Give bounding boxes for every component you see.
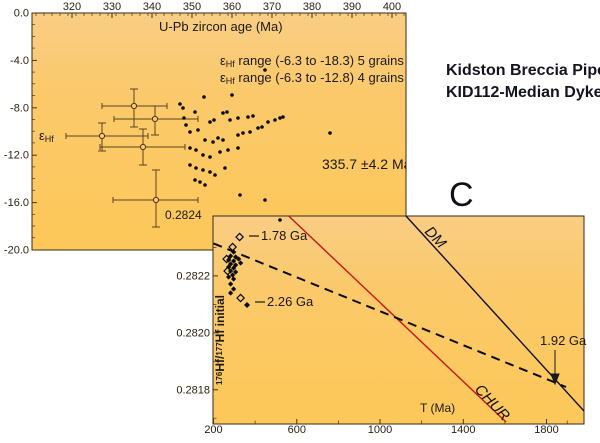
svg-text:400: 400 [383,1,401,13]
svg-text:370: 370 [263,1,281,13]
svg-text:KID112-Median Dyke: KID112-Median Dyke [446,84,600,101]
svg-text:0.2822: 0.2822 [176,270,210,282]
svg-text:350: 350 [183,1,201,13]
svg-text:1400: 1400 [451,424,475,436]
svg-text:1.92 Ga: 1.92 Ga [540,333,587,348]
svg-text:εHf range (-6.3 to -12.8) 4 gr: εHf range (-6.3 to -12.8) 4 grains [220,70,404,86]
svg-text:1800: 1800 [534,424,558,436]
svg-text:335.7 ±4.2 Ma: 335.7 ±4.2 Ma [322,156,412,172]
svg-text:εHf range (-6.3 to -18.3) 5 gr: εHf range (-6.3 to -18.3) 5 grains [220,53,404,69]
svg-text:0.2820: 0.2820 [176,327,210,339]
svg-text:176Hf/177Hf initial: 176Hf/177Hf initial [213,295,227,385]
svg-text:380: 380 [303,1,321,13]
svg-text:340: 340 [143,1,161,13]
svg-text:Kidston Breccia Pipe: Kidston Breccia Pipe [446,62,600,79]
svg-text:1.78 Ga: 1.78 Ga [261,228,308,243]
svg-text:-20.0: -20.0 [4,245,29,257]
svg-text:0.2818: 0.2818 [176,384,210,396]
svg-text:-8.0: -8.0 [10,102,29,114]
svg-text:200: 200 [204,424,222,436]
svg-text:-12.0: -12.0 [4,150,29,162]
svg-text:390: 390 [343,1,361,13]
svg-text:0.2824: 0.2824 [165,208,202,222]
svg-text:T (Ma): T (Ma) [420,401,455,415]
svg-text:0.0: 0.0 [14,8,29,20]
svg-text:360: 360 [223,1,241,13]
svg-text:U-Pb zircon age (Ma): U-Pb zircon age (Ma) [159,19,283,34]
svg-text:C: C [449,176,474,214]
svg-text:-4.0: -4.0 [10,55,29,67]
svg-text:2.26 Ga: 2.26 Ga [267,294,314,309]
svg-text:330: 330 [103,1,121,13]
svg-text:1000: 1000 [368,424,392,436]
svg-text:600: 600 [288,424,306,436]
svg-text:320: 320 [63,1,81,13]
svg-text:-16.0: -16.0 [4,197,29,209]
